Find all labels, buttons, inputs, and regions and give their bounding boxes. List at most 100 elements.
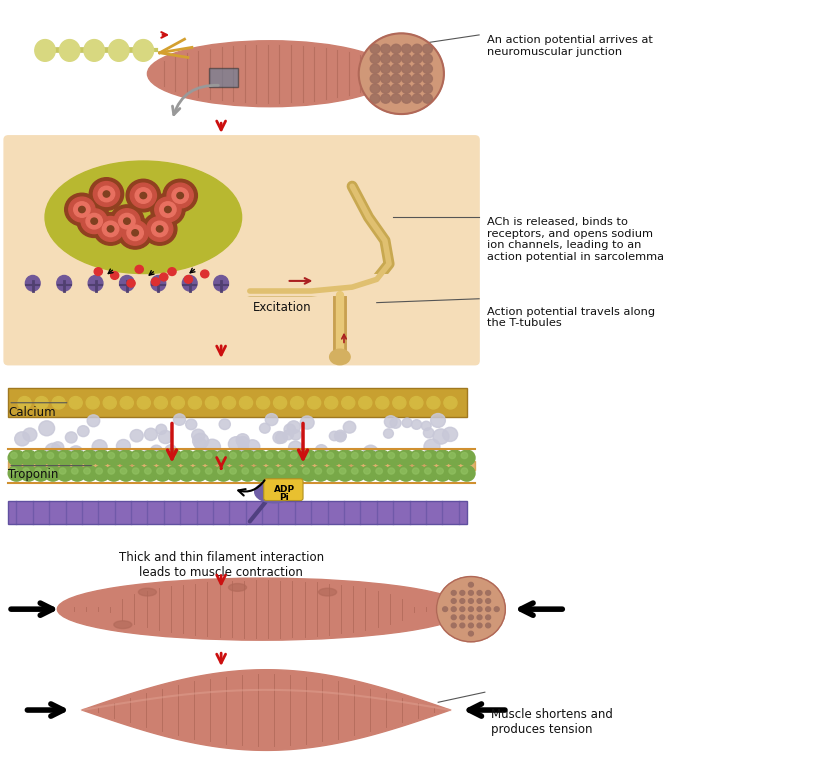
Circle shape <box>451 599 456 604</box>
Circle shape <box>108 468 115 474</box>
Circle shape <box>265 414 278 425</box>
Circle shape <box>230 452 237 459</box>
Circle shape <box>151 193 185 226</box>
Circle shape <box>57 466 73 481</box>
Circle shape <box>313 450 329 466</box>
Circle shape <box>13 459 27 472</box>
Circle shape <box>342 451 357 465</box>
Circle shape <box>228 466 244 481</box>
Circle shape <box>233 450 249 466</box>
Circle shape <box>391 64 401 74</box>
Circle shape <box>401 54 411 64</box>
Circle shape <box>381 44 391 54</box>
Circle shape <box>8 450 25 466</box>
Circle shape <box>291 468 297 474</box>
Circle shape <box>451 623 456 628</box>
Circle shape <box>391 44 401 54</box>
Circle shape <box>437 468 443 474</box>
Circle shape <box>468 599 473 604</box>
Circle shape <box>166 450 183 466</box>
Circle shape <box>133 468 139 474</box>
Circle shape <box>434 466 450 481</box>
Circle shape <box>433 429 449 444</box>
Circle shape <box>315 468 322 474</box>
Circle shape <box>359 397 372 409</box>
Circle shape <box>171 397 184 409</box>
Circle shape <box>38 421 55 436</box>
Circle shape <box>477 591 482 595</box>
Circle shape <box>477 623 482 628</box>
Circle shape <box>278 468 285 474</box>
Ellipse shape <box>59 40 79 61</box>
Circle shape <box>329 431 339 441</box>
Circle shape <box>33 450 49 466</box>
Circle shape <box>127 225 143 241</box>
Circle shape <box>349 466 365 481</box>
Circle shape <box>283 430 293 440</box>
Circle shape <box>313 466 329 481</box>
Circle shape <box>108 452 115 459</box>
Circle shape <box>33 466 49 481</box>
Circle shape <box>423 74 432 83</box>
Circle shape <box>145 468 152 474</box>
FancyBboxPatch shape <box>4 136 479 365</box>
Ellipse shape <box>45 161 242 273</box>
Circle shape <box>159 431 172 444</box>
Circle shape <box>494 607 499 611</box>
Circle shape <box>213 459 224 469</box>
Circle shape <box>160 273 168 281</box>
Circle shape <box>103 397 116 409</box>
Circle shape <box>102 221 119 237</box>
Circle shape <box>256 397 269 409</box>
Circle shape <box>156 424 166 435</box>
Circle shape <box>239 397 252 409</box>
Circle shape <box>324 450 341 466</box>
Text: ADP: ADP <box>274 485 295 494</box>
Circle shape <box>97 217 124 241</box>
Ellipse shape <box>114 621 132 629</box>
Circle shape <box>45 466 61 481</box>
Circle shape <box>156 226 163 232</box>
Circle shape <box>206 452 212 459</box>
Circle shape <box>81 209 107 234</box>
Circle shape <box>65 193 99 226</box>
Circle shape <box>94 268 102 275</box>
Circle shape <box>204 439 220 455</box>
Circle shape <box>11 468 17 474</box>
Circle shape <box>486 607 491 611</box>
Circle shape <box>424 468 431 474</box>
Circle shape <box>411 420 422 429</box>
Circle shape <box>460 607 465 611</box>
Circle shape <box>127 279 135 287</box>
Circle shape <box>172 188 188 203</box>
Circle shape <box>84 468 90 474</box>
Circle shape <box>288 450 305 466</box>
Circle shape <box>401 94 411 103</box>
Circle shape <box>192 433 209 449</box>
Circle shape <box>119 213 135 229</box>
Circle shape <box>98 186 115 202</box>
Circle shape <box>93 466 110 481</box>
FancyBboxPatch shape <box>8 501 467 524</box>
Circle shape <box>35 397 48 409</box>
Circle shape <box>423 44 432 54</box>
Circle shape <box>460 599 465 604</box>
Circle shape <box>179 466 195 481</box>
Circle shape <box>390 418 401 428</box>
FancyBboxPatch shape <box>8 388 467 417</box>
Circle shape <box>303 452 310 459</box>
Text: Action potential travels along
the T-tubules: Action potential travels along the T-tub… <box>487 307 655 328</box>
Ellipse shape <box>57 578 467 640</box>
Circle shape <box>240 457 256 473</box>
Circle shape <box>201 270 209 278</box>
Ellipse shape <box>34 40 56 61</box>
Circle shape <box>140 192 147 199</box>
Circle shape <box>230 468 237 474</box>
Circle shape <box>413 468 419 474</box>
Circle shape <box>245 440 260 454</box>
Circle shape <box>370 94 380 103</box>
Circle shape <box>327 468 333 474</box>
Circle shape <box>468 615 473 619</box>
Circle shape <box>86 213 102 229</box>
Circle shape <box>388 468 395 474</box>
